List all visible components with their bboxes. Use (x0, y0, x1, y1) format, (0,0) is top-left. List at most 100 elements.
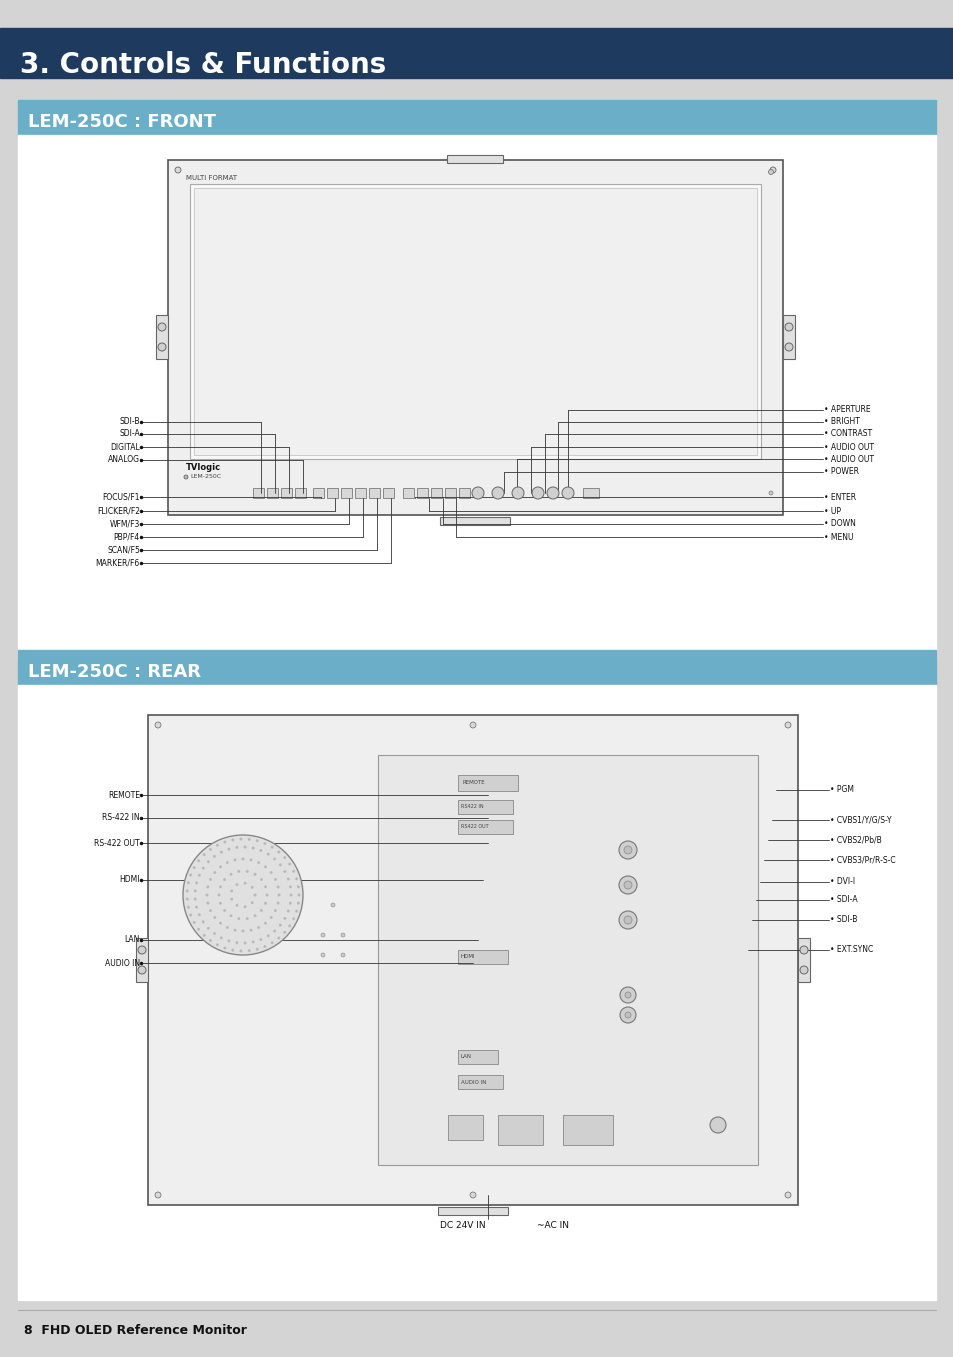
Text: • AUDIO OUT: • AUDIO OUT (823, 442, 873, 452)
Circle shape (216, 943, 218, 946)
Bar (437, 1206, 507, 1215)
Text: LEM-250C : FRONT: LEM-250C : FRONT (28, 113, 215, 132)
Circle shape (232, 839, 233, 841)
Circle shape (219, 866, 221, 868)
Circle shape (219, 921, 221, 924)
Text: • APERTURE: • APERTURE (823, 406, 870, 414)
Circle shape (784, 722, 790, 727)
Circle shape (271, 845, 274, 848)
Text: LEM-250C: LEM-250C (190, 475, 221, 479)
Circle shape (274, 909, 276, 912)
Circle shape (154, 1191, 161, 1198)
Circle shape (244, 845, 246, 848)
Circle shape (220, 936, 222, 939)
Circle shape (246, 917, 248, 920)
Bar (457, 820, 513, 835)
Text: DC 24V IN: DC 24V IN (439, 1220, 485, 1229)
Circle shape (277, 851, 280, 854)
Bar (797, 938, 809, 982)
Circle shape (259, 849, 262, 852)
Bar (782, 315, 794, 360)
Circle shape (267, 935, 269, 938)
Circle shape (241, 858, 244, 860)
Circle shape (231, 890, 233, 892)
Text: • CONTRAST: • CONTRAST (823, 430, 871, 438)
Circle shape (228, 848, 230, 851)
Text: 8  FHD OLED Reference Monitor: 8 FHD OLED Reference Monitor (24, 1323, 247, 1337)
Circle shape (158, 323, 166, 331)
Circle shape (257, 927, 259, 928)
Text: REMOTE: REMOTE (108, 791, 140, 799)
Bar (458, 489, 470, 498)
Text: • SDI-A: • SDI-A (829, 896, 857, 905)
Text: REMOTE: REMOTE (462, 780, 485, 786)
Circle shape (207, 902, 209, 904)
Bar (18, 100, 935, 134)
Circle shape (213, 932, 215, 935)
Text: RS-422 IN: RS-422 IN (102, 813, 140, 822)
Circle shape (203, 934, 205, 936)
Circle shape (274, 858, 275, 860)
Text: RS422 OUT: RS422 OUT (460, 825, 488, 829)
Circle shape (264, 866, 267, 868)
Circle shape (264, 886, 267, 887)
Circle shape (223, 909, 226, 912)
Circle shape (259, 938, 262, 940)
Circle shape (230, 915, 232, 917)
Circle shape (618, 841, 637, 859)
Circle shape (293, 870, 294, 873)
Circle shape (187, 906, 190, 908)
Circle shape (186, 890, 188, 892)
Circle shape (279, 924, 281, 927)
Text: • POWER: • POWER (823, 468, 858, 476)
Circle shape (253, 915, 256, 917)
Circle shape (270, 871, 272, 874)
Circle shape (283, 917, 286, 920)
Bar (156, 315, 168, 360)
Circle shape (623, 881, 631, 889)
Bar (382, 489, 394, 498)
Circle shape (800, 966, 807, 974)
Text: DIGITAL: DIGITAL (111, 442, 140, 452)
Circle shape (195, 906, 197, 908)
Circle shape (270, 916, 272, 919)
Text: • DOWN: • DOWN (823, 520, 855, 528)
Circle shape (248, 839, 250, 840)
Circle shape (784, 343, 792, 351)
Text: • CVBS3/Pr/R-S-C: • CVBS3/Pr/R-S-C (829, 855, 895, 864)
Bar (0, 0, 953, 28)
Circle shape (207, 860, 210, 863)
Circle shape (295, 911, 297, 912)
Bar (416, 489, 428, 498)
Circle shape (231, 898, 233, 900)
Circle shape (250, 859, 252, 862)
Text: 3. Controls & Functions: 3. Controls & Functions (20, 52, 386, 79)
Bar (457, 1075, 502, 1090)
Circle shape (709, 1117, 725, 1133)
Bar (294, 489, 306, 498)
Bar (281, 489, 292, 498)
Bar (168, 160, 782, 516)
Text: • BRIGHT: • BRIGHT (823, 418, 859, 426)
Text: MULTI FORMAT: MULTI FORMAT (186, 175, 237, 180)
Circle shape (264, 902, 267, 904)
Circle shape (198, 874, 200, 877)
Circle shape (226, 862, 229, 864)
Bar (457, 950, 507, 963)
Circle shape (239, 837, 242, 840)
Circle shape (255, 949, 258, 950)
Circle shape (174, 167, 181, 172)
Circle shape (207, 927, 210, 930)
Circle shape (228, 939, 230, 942)
Circle shape (190, 874, 192, 877)
Circle shape (195, 882, 197, 885)
Text: • PGM: • PGM (829, 786, 853, 794)
Circle shape (244, 905, 246, 908)
Bar (148, 715, 797, 1205)
Circle shape (276, 886, 279, 889)
Circle shape (193, 890, 196, 892)
Circle shape (248, 950, 250, 951)
Circle shape (138, 966, 146, 974)
Circle shape (207, 886, 209, 889)
Circle shape (202, 867, 204, 870)
